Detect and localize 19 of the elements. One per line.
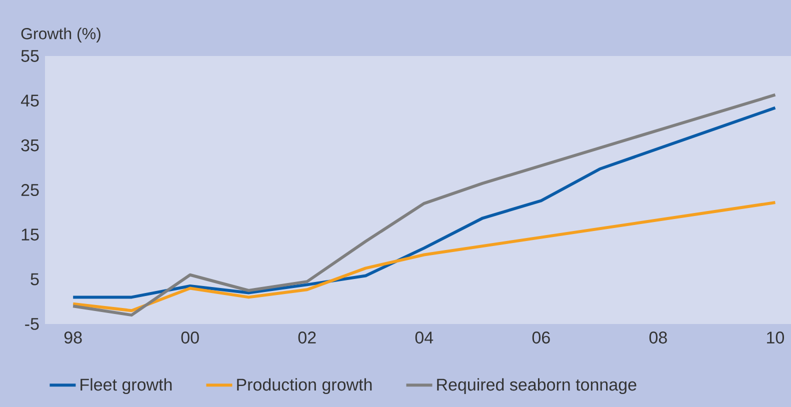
y-tick-label: 35: [21, 139, 39, 152]
legend-label: Fleet growth: [80, 378, 172, 394]
y-tick-label: 25: [21, 184, 39, 196]
x-tick-label: 08: [649, 332, 667, 344]
x-tick-label: 02: [298, 332, 316, 344]
line-series: [72, 201, 777, 312]
x-tick-label: 04: [415, 332, 434, 344]
y-tick-label: 45: [20, 94, 39, 107]
y-tick-label: 55: [21, 50, 39, 62]
y-tick-label: -5: [25, 318, 39, 330]
y-axis-title: Growth (%): [21, 28, 100, 42]
x-tick-label: 98: [64, 332, 82, 344]
y-tick-label: 15: [22, 228, 39, 241]
legend-label: Required seaborn tonnage: [437, 378, 636, 394]
y-tick-label: 5: [30, 273, 39, 286]
x-tick-label: 00: [181, 332, 199, 344]
legend-label: Production growth: [237, 378, 372, 394]
x-tick-label: 06: [532, 332, 550, 344]
x-tick-label: 10: [767, 332, 784, 344]
